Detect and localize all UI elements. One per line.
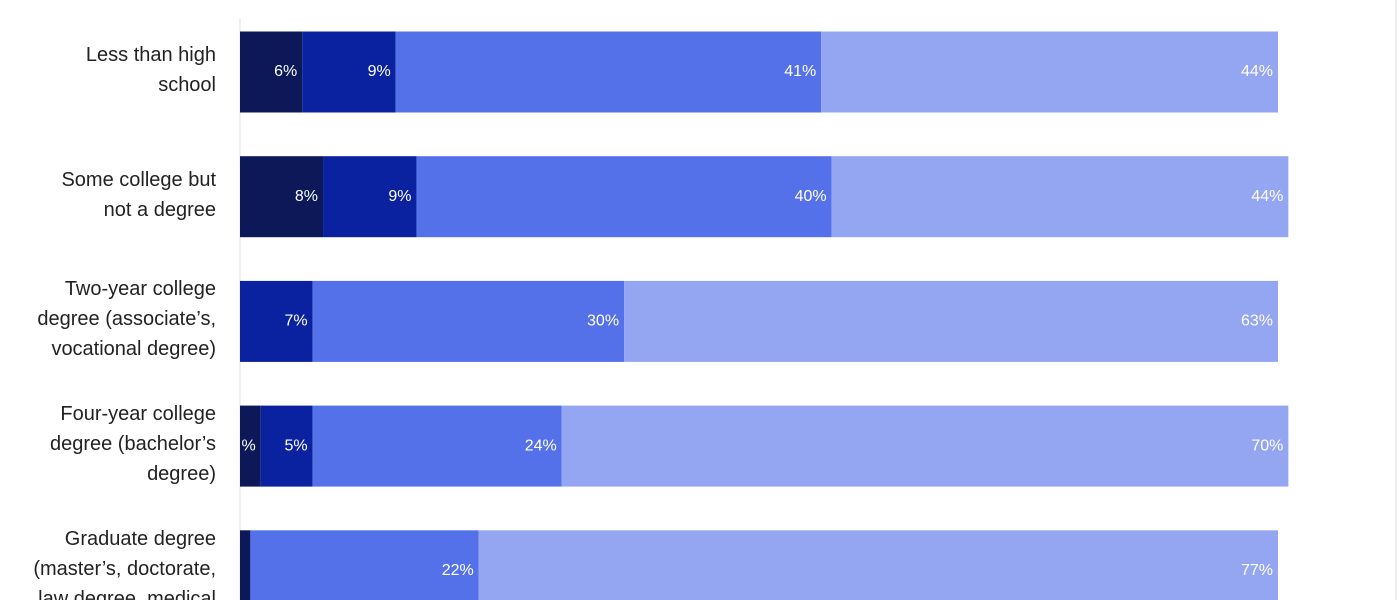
bar-segment [260, 405, 313, 487]
bar-segment [624, 280, 1278, 362]
value-label: 77% [1241, 562, 1273, 579]
value-label: 9% [368, 63, 391, 80]
bar-segment [250, 530, 479, 600]
category-label: Less than high school [85, 44, 216, 96]
value-label: 70% [1251, 437, 1283, 454]
value-label: 6% [274, 63, 297, 80]
value-label: 5% [285, 437, 308, 454]
category-label: Some college but not a degree [61, 168, 216, 221]
bar-segment [323, 156, 417, 238]
bar-segment [312, 280, 625, 362]
value-label: 44% [1241, 63, 1273, 80]
bar-segment [240, 405, 261, 487]
value-label: 8% [295, 188, 318, 205]
value-label: 30% [587, 313, 619, 330]
bar-segment [831, 156, 1289, 238]
bar-segment [302, 31, 396, 113]
category-label: Four-year college degree (bachelor’s deg… [49, 403, 216, 486]
value-label: % [242, 437, 256, 454]
bar-segment [561, 405, 1289, 487]
bar-segment [395, 31, 822, 113]
value-label: 63% [1241, 313, 1273, 330]
value-label: 7% [285, 313, 308, 330]
bar-segment [240, 156, 324, 238]
bar-segment [240, 31, 303, 113]
bar-segment [240, 280, 313, 362]
category-label: Graduate degree (master’s, doctorate, la… [33, 527, 216, 600]
value-label: 22% [442, 562, 474, 579]
value-label: 24% [525, 437, 557, 454]
value-label: 44% [1251, 188, 1283, 205]
value-label: 9% [388, 188, 411, 205]
category-label: Two-year college degree (associate’s, vo… [37, 278, 216, 361]
bar-segment [416, 156, 832, 238]
bar-segment [312, 405, 562, 487]
value-label: 40% [795, 188, 827, 205]
bar-segment [478, 530, 1278, 600]
bar-segment [821, 31, 1278, 113]
value-label: 41% [784, 63, 816, 80]
bar-segment [240, 530, 251, 600]
